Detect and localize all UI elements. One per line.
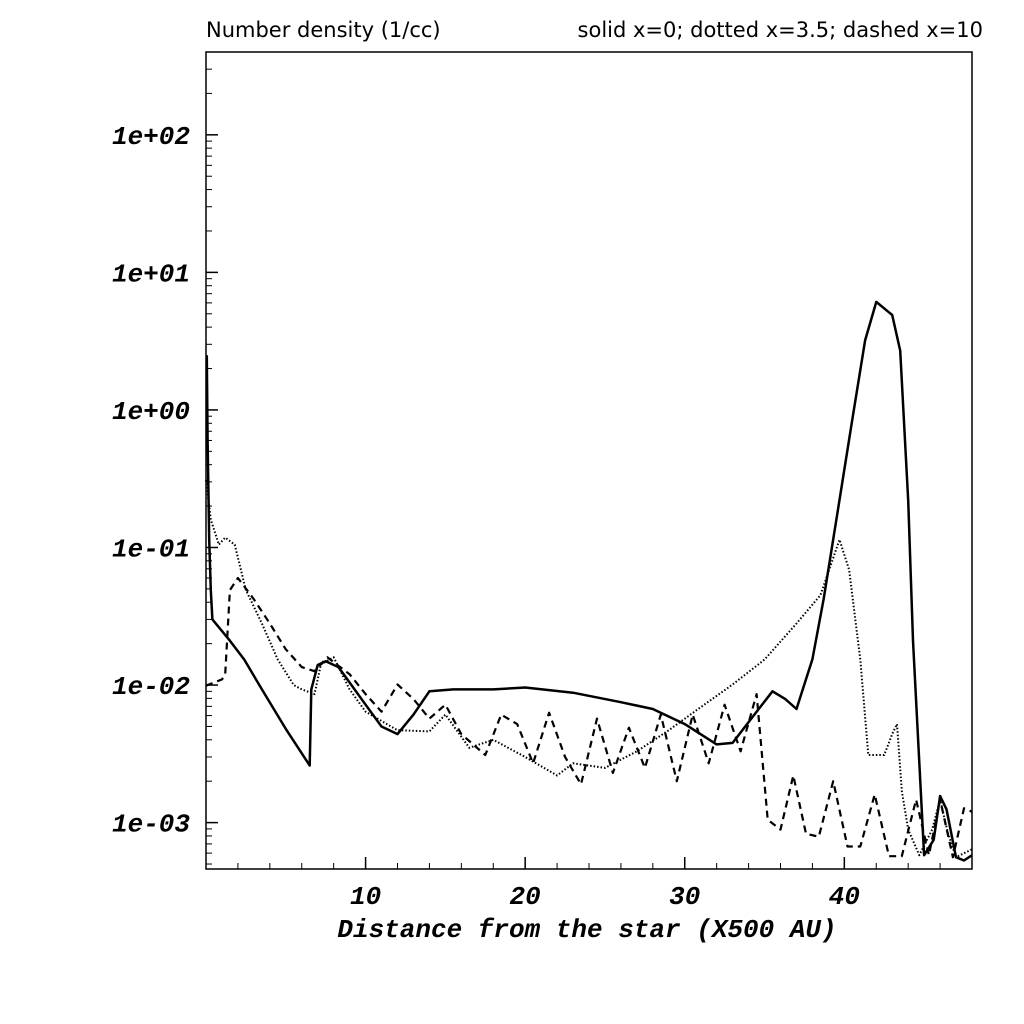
annotation: solid x=0; dotted x=3.5; dashed x=10 — [578, 18, 983, 42]
y-tick-label: 1e+00 — [112, 397, 190, 427]
chart-title: Number density (1/cc) — [206, 18, 441, 42]
x-tick-label: 20 — [510, 882, 541, 912]
x-axis-label: Distance from the star (X500 AU) — [337, 915, 836, 945]
y-tick-label: 1e-02 — [112, 672, 190, 702]
x-tick-label: 40 — [829, 882, 860, 912]
data-line — [205, 576, 973, 859]
y-tick-label: 1e+02 — [112, 122, 190, 152]
y-tick-label: 1e-01 — [112, 534, 190, 564]
x-tick-label: 30 — [669, 882, 700, 912]
y-tick-label: 1e+01 — [112, 259, 190, 289]
x-tick-label: 10 — [350, 882, 381, 912]
y-tick-label: 1e-03 — [112, 810, 190, 840]
data-line — [205, 300, 973, 862]
